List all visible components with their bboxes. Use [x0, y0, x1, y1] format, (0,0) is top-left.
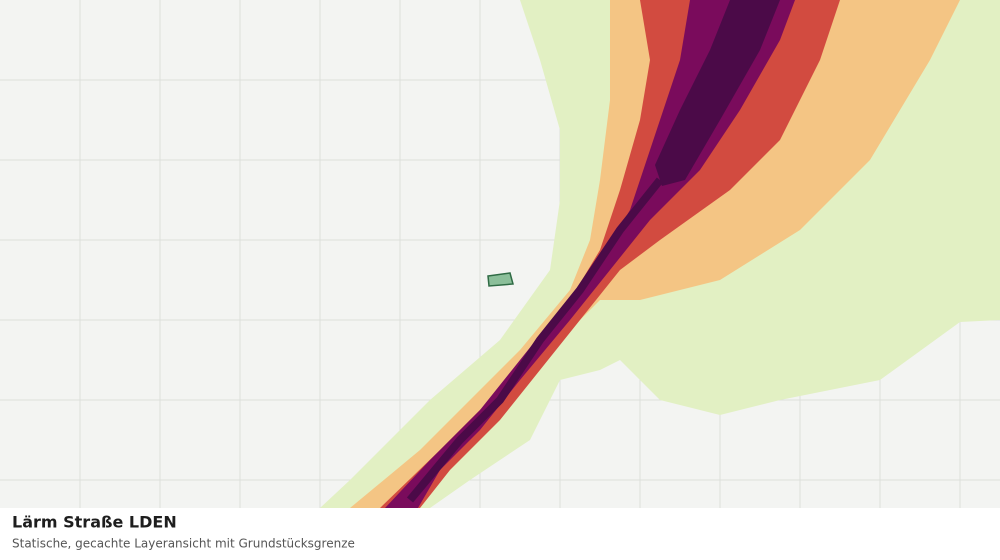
caption-subtitle: Statische, gecachte Layeransicht mit Gru…	[12, 537, 355, 551]
noise-band-medium	[350, 0, 960, 508]
road-core	[406, 177, 664, 503]
noise-layer	[320, 0, 1000, 508]
caption-title: Lärm Straße LDEN	[12, 513, 177, 532]
parcel-boundary	[487, 272, 514, 287]
noise-band-extreme	[655, 0, 780, 186]
caption-panel	[0, 508, 1000, 560]
